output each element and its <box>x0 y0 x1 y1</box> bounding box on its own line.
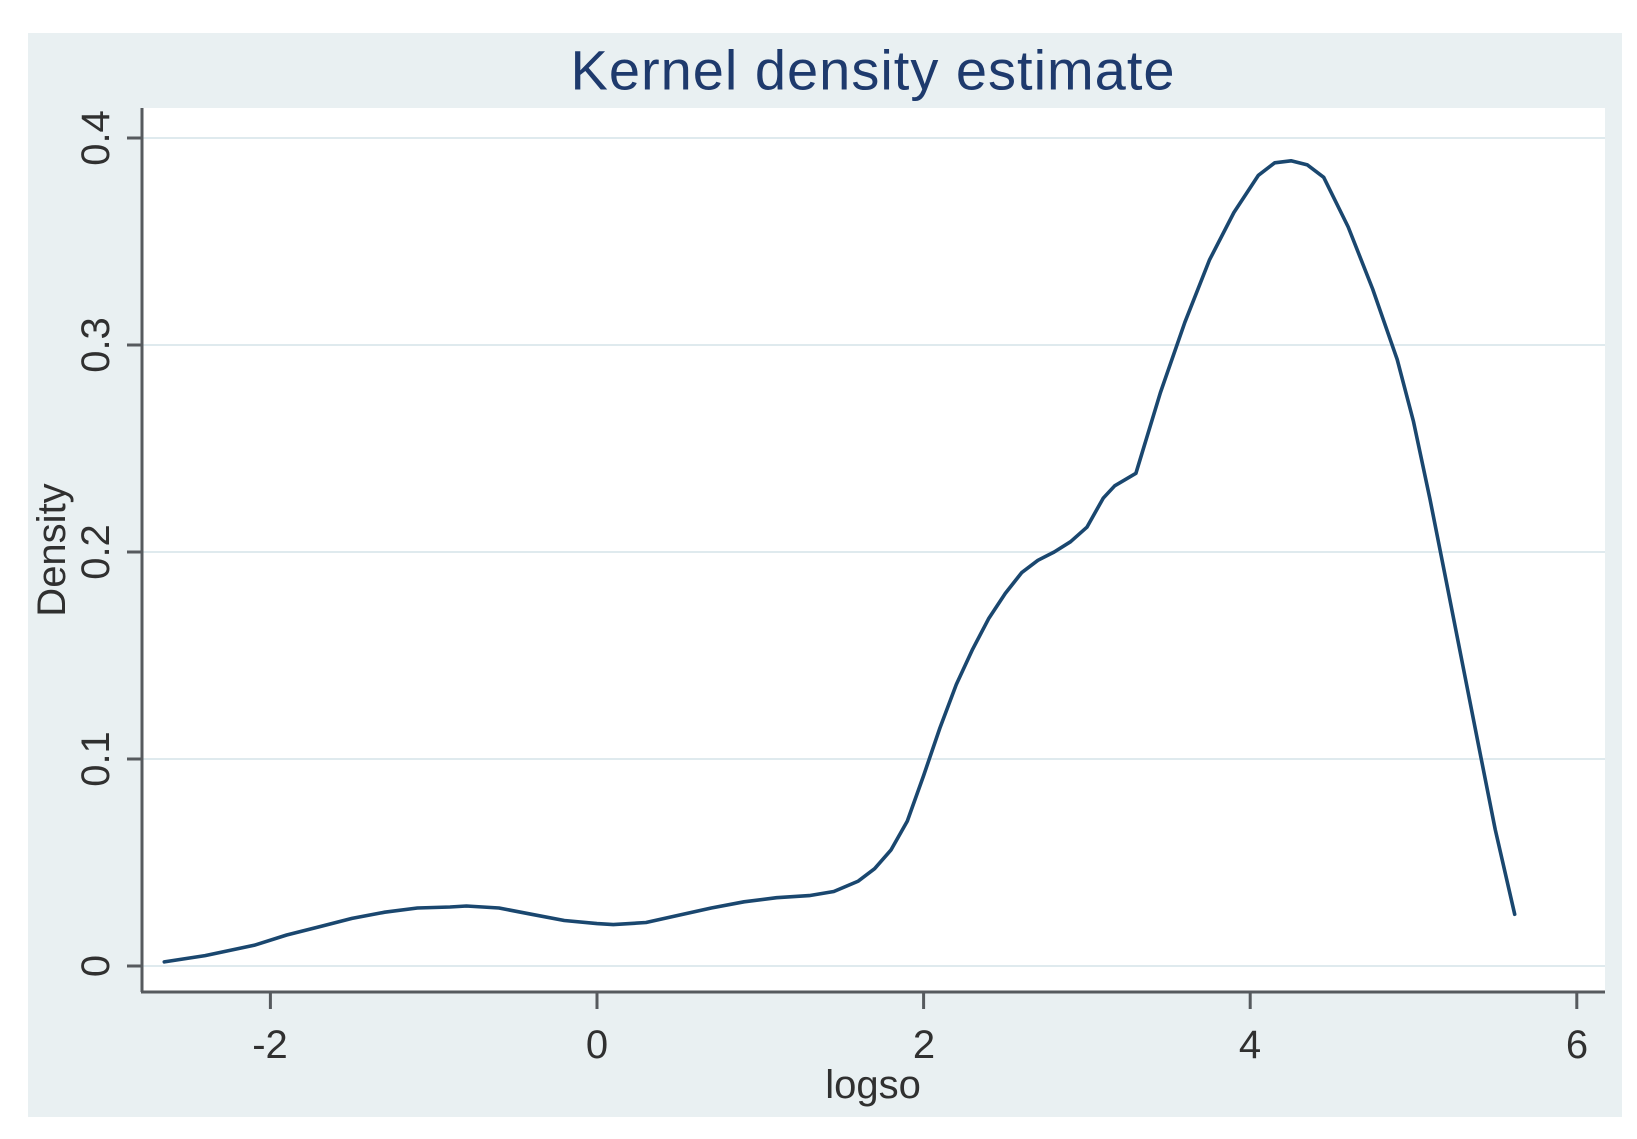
y-tick-label-0: 0 <box>74 954 118 978</box>
y-axis-title: Density <box>30 483 74 617</box>
x-tick-label-4: 4 <box>1238 1023 1262 1067</box>
x-tick-label-6: 6 <box>1565 1023 1589 1067</box>
y-tick-label-4: 0.4 <box>74 110 118 166</box>
y-tick-label-1: 0.1 <box>74 731 118 787</box>
y-tick-label-3: 0.3 <box>74 317 118 373</box>
plot-area <box>142 108 1605 992</box>
plot-svg <box>127 108 1605 1009</box>
x-tick-label-neg2: -2 <box>252 1023 288 1067</box>
y-tick-label-2: 0.2 <box>74 524 118 580</box>
x-tick-label-0: 0 <box>585 1023 609 1067</box>
density-curve <box>162 159 1517 964</box>
chart-title: Kernel density estimate <box>570 38 1176 102</box>
figure-canvas: Kernel density estimate 0 0.1 0.2 0.3 0.… <box>28 33 1622 1117</box>
x-axis-title: logso <box>825 1063 921 1107</box>
x-tick-label-2: 2 <box>912 1023 936 1067</box>
